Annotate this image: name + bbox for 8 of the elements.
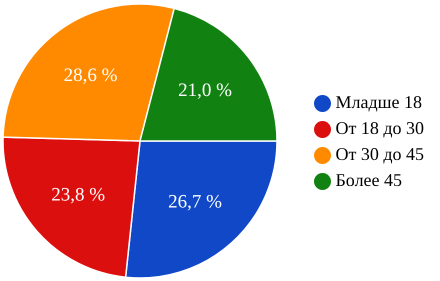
data-label: 28,6 % — [64, 64, 118, 86]
legend-label: Более 45 — [335, 170, 402, 190]
legend-label: От 18 до 30 — [335, 118, 424, 138]
legend-label: Младше 18 — [335, 92, 422, 112]
data-label: 26,7 % — [168, 192, 222, 213]
data-label: 23,8 % — [51, 184, 106, 206]
data-label: 21,0 % — [178, 80, 232, 102]
legend-label: От 30 до 45 — [335, 144, 424, 164]
